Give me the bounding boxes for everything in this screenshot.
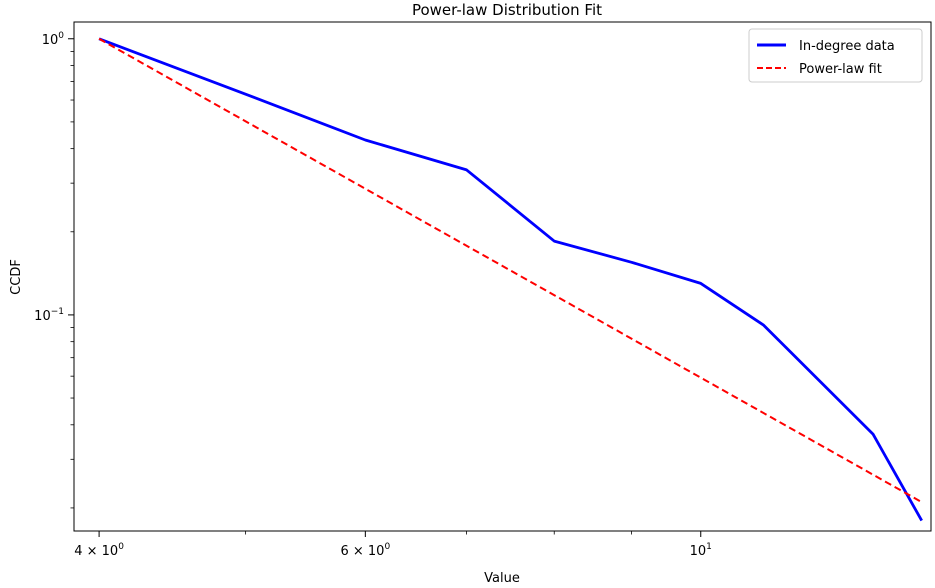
x-tick-label: 101	[690, 542, 712, 559]
plot-area-frame	[73, 21, 932, 532]
y-tick-label: 100	[42, 31, 65, 48]
y-axis-label: CCDF	[9, 259, 24, 295]
legend: In-degree data Power-law fit	[748, 28, 923, 83]
series-layer	[98, 37, 923, 522]
x-tick-label: 6 × 100	[340, 542, 390, 559]
axis-ticks: 4 × 100 6 × 100 101 100 10−1	[34, 31, 712, 559]
chart-title: Power-law Distribution Fit	[412, 1, 602, 19]
y-tick-label: 10−1	[34, 307, 64, 324]
legend-box	[748, 28, 923, 83]
series-line-power-law-fit	[98, 37, 923, 503]
x-axis-label: Value	[484, 571, 520, 586]
x-tick-label: 4 × 100	[74, 542, 124, 559]
legend-label-power-law-fit: Power-law fit	[799, 62, 882, 77]
legend-label-in-degree-data: In-degree data	[799, 39, 895, 54]
series-line-in-degree-data	[98, 37, 923, 522]
